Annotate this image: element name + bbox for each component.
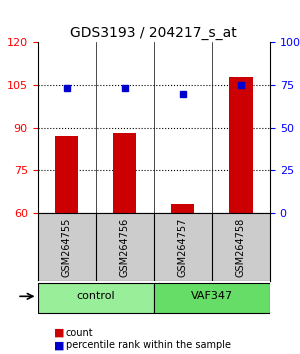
Text: VAF347: VAF347	[191, 291, 233, 301]
Text: GSM264756: GSM264756	[120, 217, 130, 276]
Bar	[113, 133, 136, 354]
FancyBboxPatch shape	[38, 283, 154, 313]
Text: GSM264755: GSM264755	[61, 217, 72, 276]
Bar	[171, 204, 194, 354]
Text: control: control	[76, 291, 115, 301]
Bar	[229, 76, 253, 354]
Bar	[55, 136, 78, 354]
Title: GDS3193 / 204217_s_at: GDS3193 / 204217_s_at	[70, 26, 237, 40]
Text: GSM264758: GSM264758	[236, 217, 246, 276]
Text: percentile rank within the sample: percentile rank within the sample	[66, 341, 231, 350]
Text: ■: ■	[54, 341, 64, 350]
Text: ■: ■	[54, 328, 64, 338]
FancyBboxPatch shape	[154, 283, 270, 313]
Text: GSM264757: GSM264757	[178, 217, 188, 276]
Text: count: count	[66, 328, 94, 338]
